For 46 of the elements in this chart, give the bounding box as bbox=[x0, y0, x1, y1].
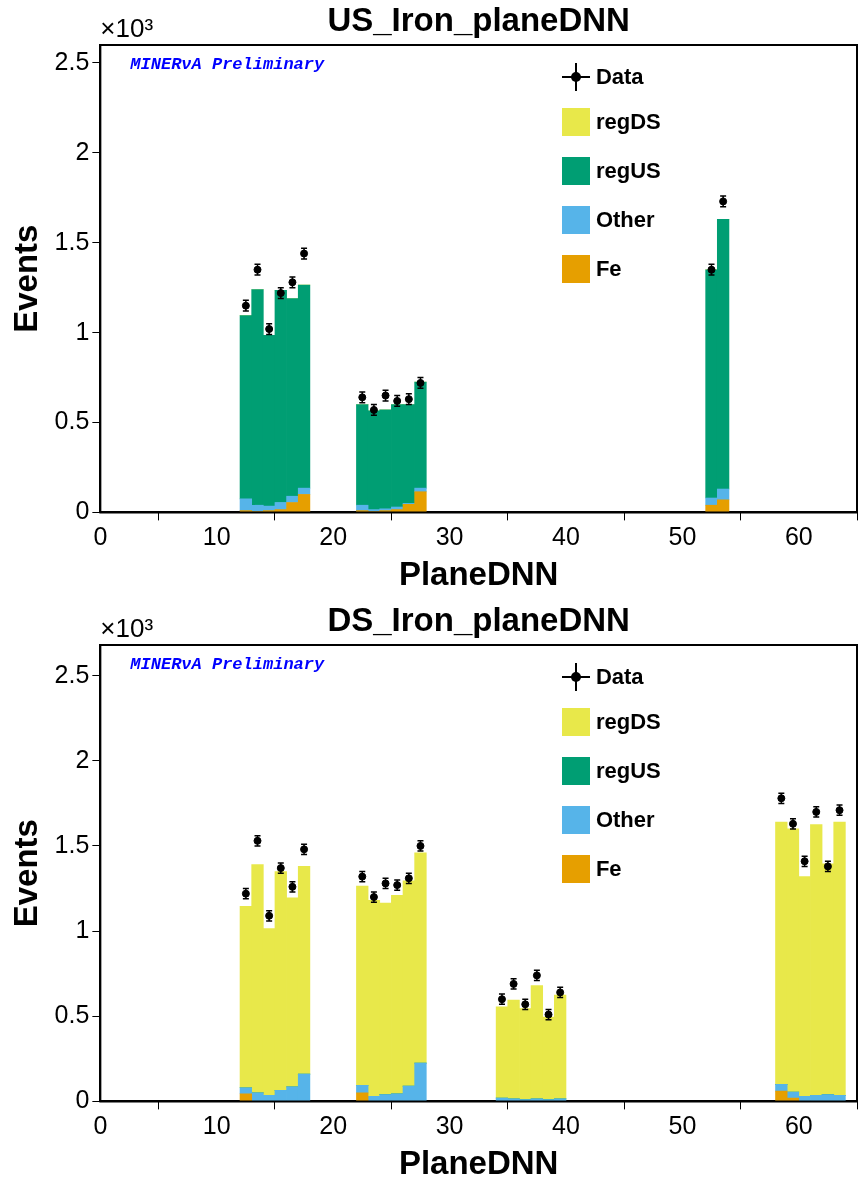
x-tick-label: 20 bbox=[319, 1111, 348, 1140]
y-tick-label: 1.5 bbox=[54, 226, 90, 255]
legend-label: regUS bbox=[595, 157, 661, 184]
text: ×10³ bbox=[100, 13, 154, 43]
legend-label: Fe bbox=[595, 255, 622, 282]
legend-label: Other bbox=[595, 206, 655, 233]
x-tick-label: 0 bbox=[93, 1111, 108, 1140]
x-tick-label: 0 bbox=[93, 522, 108, 551]
x-tick-label: 60 bbox=[784, 1111, 813, 1140]
y-tick-label: 1 bbox=[75, 914, 90, 943]
y-tick-label: 1 bbox=[75, 316, 90, 345]
y-tick-label: 2.5 bbox=[54, 46, 90, 75]
x-tick-label: 20 bbox=[319, 522, 348, 551]
y-tick-label: 2.5 bbox=[54, 659, 90, 688]
chart-title: DS_Iron_planeDNN bbox=[327, 601, 630, 638]
y-tick-label: 1.5 bbox=[54, 829, 90, 858]
x-tick-label: 40 bbox=[552, 1111, 580, 1140]
x-tick-label: 10 bbox=[202, 522, 231, 551]
text: ×10³ bbox=[100, 613, 154, 643]
y-tick-label: 0.5 bbox=[54, 1000, 90, 1029]
x-axis-title: PlaneDNN bbox=[398, 1144, 559, 1182]
y-tick-label: 2 bbox=[75, 136, 90, 165]
x-axis-title: PlaneDNN bbox=[398, 555, 559, 593]
x-tick-label: 60 bbox=[784, 522, 813, 551]
x-tick-label: 40 bbox=[552, 522, 580, 551]
x-tick-label: 30 bbox=[435, 1111, 464, 1140]
y-tick-label: 0.5 bbox=[54, 406, 90, 435]
legend-label: regDS bbox=[595, 708, 661, 735]
y-axis-title: Events bbox=[6, 819, 44, 928]
legend-label: Fe bbox=[595, 855, 622, 882]
annotation: MINERνA Preliminary bbox=[129, 55, 325, 74]
x-tick-label: 10 bbox=[202, 1111, 231, 1140]
y-tick-label: 0 bbox=[75, 496, 90, 525]
legend-label: Other bbox=[595, 806, 655, 833]
x-tick-label: 50 bbox=[668, 1111, 697, 1140]
legend-label: regUS bbox=[595, 757, 661, 784]
y-tick-label: 0 bbox=[75, 1085, 90, 1114]
chart-title: US_Iron_planeDNN bbox=[327, 1, 630, 38]
x-tick-label: 30 bbox=[435, 522, 464, 551]
y-tick-label: 2 bbox=[75, 744, 90, 773]
legend-label: regDS bbox=[595, 108, 661, 135]
legend-label: Data bbox=[595, 664, 644, 690]
y-axis-title: Events bbox=[6, 224, 44, 333]
annotation: MINERνA Preliminary bbox=[129, 655, 325, 674]
legend-label: Data bbox=[595, 64, 644, 90]
x-tick-label: 50 bbox=[668, 522, 697, 551]
